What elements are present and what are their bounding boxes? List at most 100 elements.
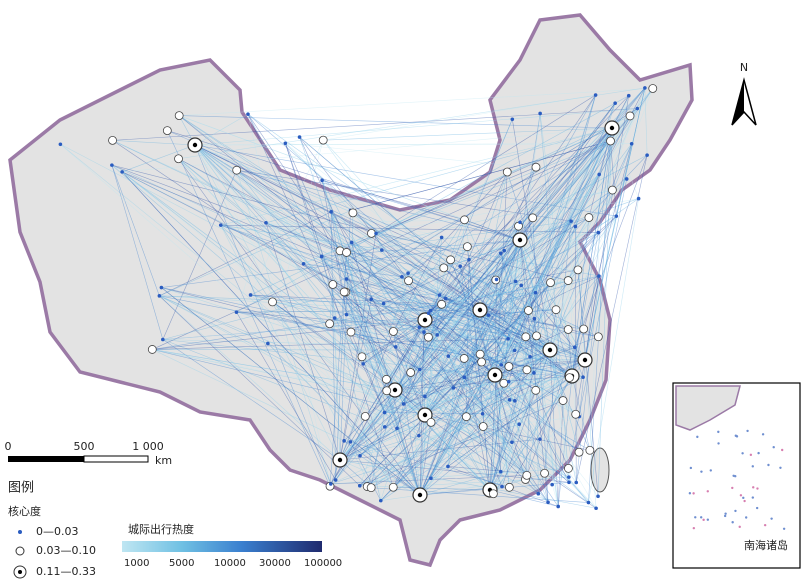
flow-line [152,349,483,415]
flow-line [346,252,426,321]
core-node-dot [422,412,428,418]
flow-line [236,311,537,337]
legend-item: 0—0.03 [36,525,79,538]
island [590,447,610,493]
mid-node [625,111,635,121]
flow-line [359,359,586,486]
flow-line [339,233,377,461]
flow-line [525,476,569,480]
mid-node [574,447,584,457]
small-node [567,480,571,485]
flow-line [299,136,551,351]
small-node [451,386,456,390]
flow-line [568,178,628,469]
mid-node [388,482,398,492]
flow-line [535,88,654,391]
flow-line [464,239,521,378]
flow-line [178,158,573,377]
flow-line [194,144,580,417]
small-node [157,294,162,298]
small-node [624,177,629,181]
flow-line [445,298,576,415]
flow-line [178,158,494,494]
flow-line [428,282,551,338]
mid-node [475,349,485,359]
flow-line [401,276,432,423]
flow-line [161,239,521,288]
scale-segment [83,455,149,463]
flow-line [489,335,537,491]
flow-line [424,226,519,416]
flow-line [371,487,589,503]
flow-line [393,246,468,332]
flow-line [350,272,409,333]
island-dot [743,499,746,503]
small-node [382,425,387,429]
flow-line [329,284,334,324]
flow-line [194,144,444,269]
mid-node [546,278,555,288]
flow-line [395,87,646,348]
flow-line [370,349,551,488]
flow-line [424,215,617,321]
flow-line [584,143,632,361]
flow-line [272,301,396,391]
small-node [550,482,554,487]
flow-line [363,232,599,365]
small-node [348,440,353,444]
flow-line [424,281,516,321]
flow-line [489,338,509,491]
small-node [532,371,536,375]
core-node-dot [192,142,198,148]
flow-line [265,222,446,299]
island-dot [738,525,741,529]
flow-line [439,294,586,361]
flow-line [393,359,586,488]
island-dot [751,465,754,468]
flow-line [371,299,496,376]
small-node [297,135,302,139]
flow-line [479,167,537,311]
flow-line [383,303,501,472]
flow-line [448,355,528,474]
flow-line [345,291,481,311]
flow-line [419,479,526,496]
island-dot [700,470,703,473]
flow-line [339,250,484,427]
small-node [494,277,499,282]
island-dot [746,429,749,433]
flow-line [489,171,508,491]
flow-line [479,171,508,311]
flow-line [236,169,586,361]
small-node [439,235,444,240]
small-node [597,172,602,177]
flow-line [339,220,572,461]
small-node [636,196,641,201]
flow-line [152,349,426,416]
mid-node [564,464,573,473]
core-node-dot [582,357,588,363]
flow-line [285,143,446,299]
flow-line [394,103,616,391]
small-node [264,221,268,225]
flow-line [424,334,438,416]
flow-line [162,259,470,340]
small-node [506,379,511,384]
flow-line [494,127,613,376]
small-node [635,106,640,111]
legend-symbol [18,570,22,574]
flow-line [345,291,426,321]
flow-line [329,323,421,496]
flow-line [447,466,527,474]
flow-line [489,94,596,491]
flow-line [424,319,564,401]
flow-line [330,377,570,485]
mid-node [328,280,338,289]
flow-line [111,164,569,281]
island-dot [732,474,735,477]
flow-line [500,252,600,277]
flow-line [112,140,481,311]
flow-line [557,400,564,507]
flow-line [194,144,570,483]
flow-line [178,115,496,376]
